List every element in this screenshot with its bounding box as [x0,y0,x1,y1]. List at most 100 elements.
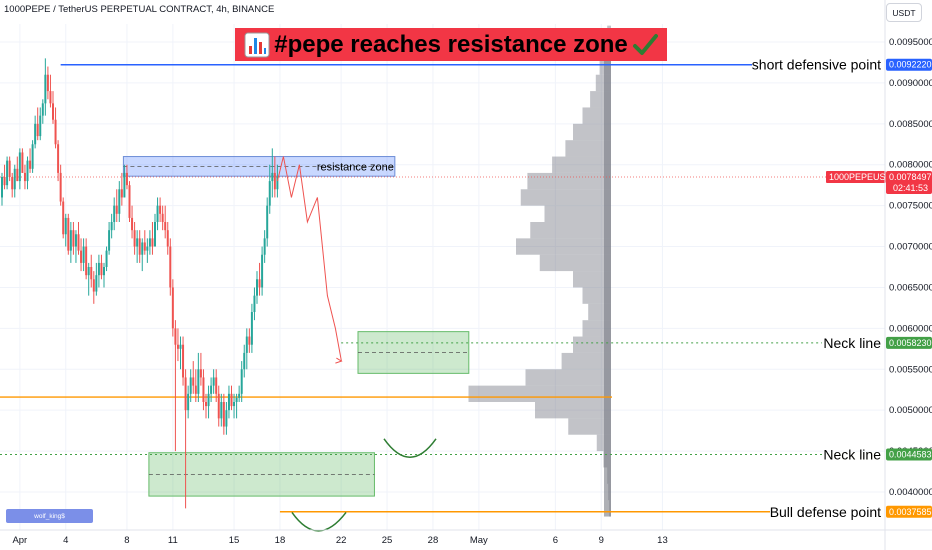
symbol-badge-text: 1000PEPEUSDT.P [829,172,905,182]
candle-body [261,254,264,288]
volume-profile-axis [604,33,611,517]
price-badge [886,448,932,461]
candle-body [205,402,207,407]
author-badge[interactable]: wolf_king$ [6,509,93,523]
candle-body [243,352,246,370]
candle-body [36,123,39,137]
candle-body [34,123,37,145]
candle-body [235,397,238,402]
candle-body [92,279,95,292]
candle-body [245,336,248,353]
candle-body [23,172,26,182]
candle-body [210,385,213,394]
candle-body [184,377,187,411]
y-tick-label: 0.0070000 [889,242,932,253]
volume-profile-bar [582,107,611,124]
price-badge [886,58,932,71]
candle-body [169,246,172,288]
candle-body [273,172,276,190]
candle-body [189,377,192,394]
volume-profile-bar [468,385,611,402]
candle-body [164,222,167,231]
projected-path [276,156,342,362]
candle-body [113,205,116,222]
candle-body [90,267,93,280]
check-mark-icon [632,33,658,55]
current-price-badge [886,171,932,195]
candle-body [16,168,19,182]
candle-body [74,234,77,247]
candle-body [238,393,241,398]
volume-profile-bar [530,222,611,239]
level-annotation: Bull defense point [770,504,881,520]
candle-body [258,279,261,288]
candle-body [156,205,159,222]
bar-chart-emoji-icon [244,32,270,57]
candle-body [220,402,223,419]
candle-body [97,262,100,276]
candle-body [62,201,65,235]
candle-body [256,279,258,296]
candle-body [108,230,111,251]
candle-body [217,393,220,419]
candle-body [222,402,225,427]
volume-profile-bar [535,402,611,419]
candle-body [233,402,236,407]
volume-profile-bar [552,156,611,173]
candle-body [54,119,57,145]
candle-body [138,238,141,255]
y-tick-label: 0.0060000 [889,323,932,334]
level-annotation: Neck line [823,335,881,351]
candle-body [85,246,88,276]
candle-body [202,377,205,402]
candle-body [182,344,185,378]
volume-profile-bar [520,189,611,206]
x-tick-label: 25 [382,535,393,546]
x-tick-label: 9 [599,535,604,546]
candle-body [225,410,228,427]
symbol-title: 1000PEPE / TetherUS PERPETUAL CONTRACT, … [4,4,275,15]
volume-profile-bar [582,320,611,337]
candle-body [44,74,47,104]
candle-body [80,250,83,263]
x-tick-label: Apr [12,535,27,546]
candle-body [192,377,195,386]
volume-profile-bar [527,172,611,190]
volume-profile-bar [573,271,611,288]
x-tick-label: 4 [63,535,68,546]
price-badge [886,336,932,349]
x-tick-label: 18 [275,535,286,546]
candle-body [29,160,32,169]
candle-body [46,74,49,92]
y-tick-label: 0.0050000 [889,405,932,416]
x-tick-label: 28 [428,535,439,546]
volume-profile-bar [544,205,611,222]
candle-body [136,238,139,247]
x-tick-label: 13 [657,535,668,546]
headline-banner: #pepe reaches resistance zone [235,28,667,61]
candle-body [263,238,266,255]
volume-profile-bar [561,352,611,370]
candle-body [212,377,215,386]
candle-body [131,217,134,231]
candle-body [266,205,269,239]
level-annotation: Neck line [823,447,881,463]
projected-path-arrow [335,357,343,364]
candle-body [123,172,126,198]
currency-button[interactable]: USDT [886,3,922,22]
candle-body [128,185,131,218]
level-annotation: short defensive point [752,57,881,73]
y-tick-label: 0.0075000 [889,201,932,212]
candle-body [82,246,85,263]
candle-body [3,177,6,186]
y-tick-label: 0.0090000 [889,78,932,89]
candle-body [253,295,256,312]
candle-body [194,385,197,394]
candle-body [143,242,146,251]
candle-body [187,393,190,411]
y-tick-label: 0.0080000 [889,160,932,171]
candle-body [125,172,128,186]
candle-body [52,103,54,120]
